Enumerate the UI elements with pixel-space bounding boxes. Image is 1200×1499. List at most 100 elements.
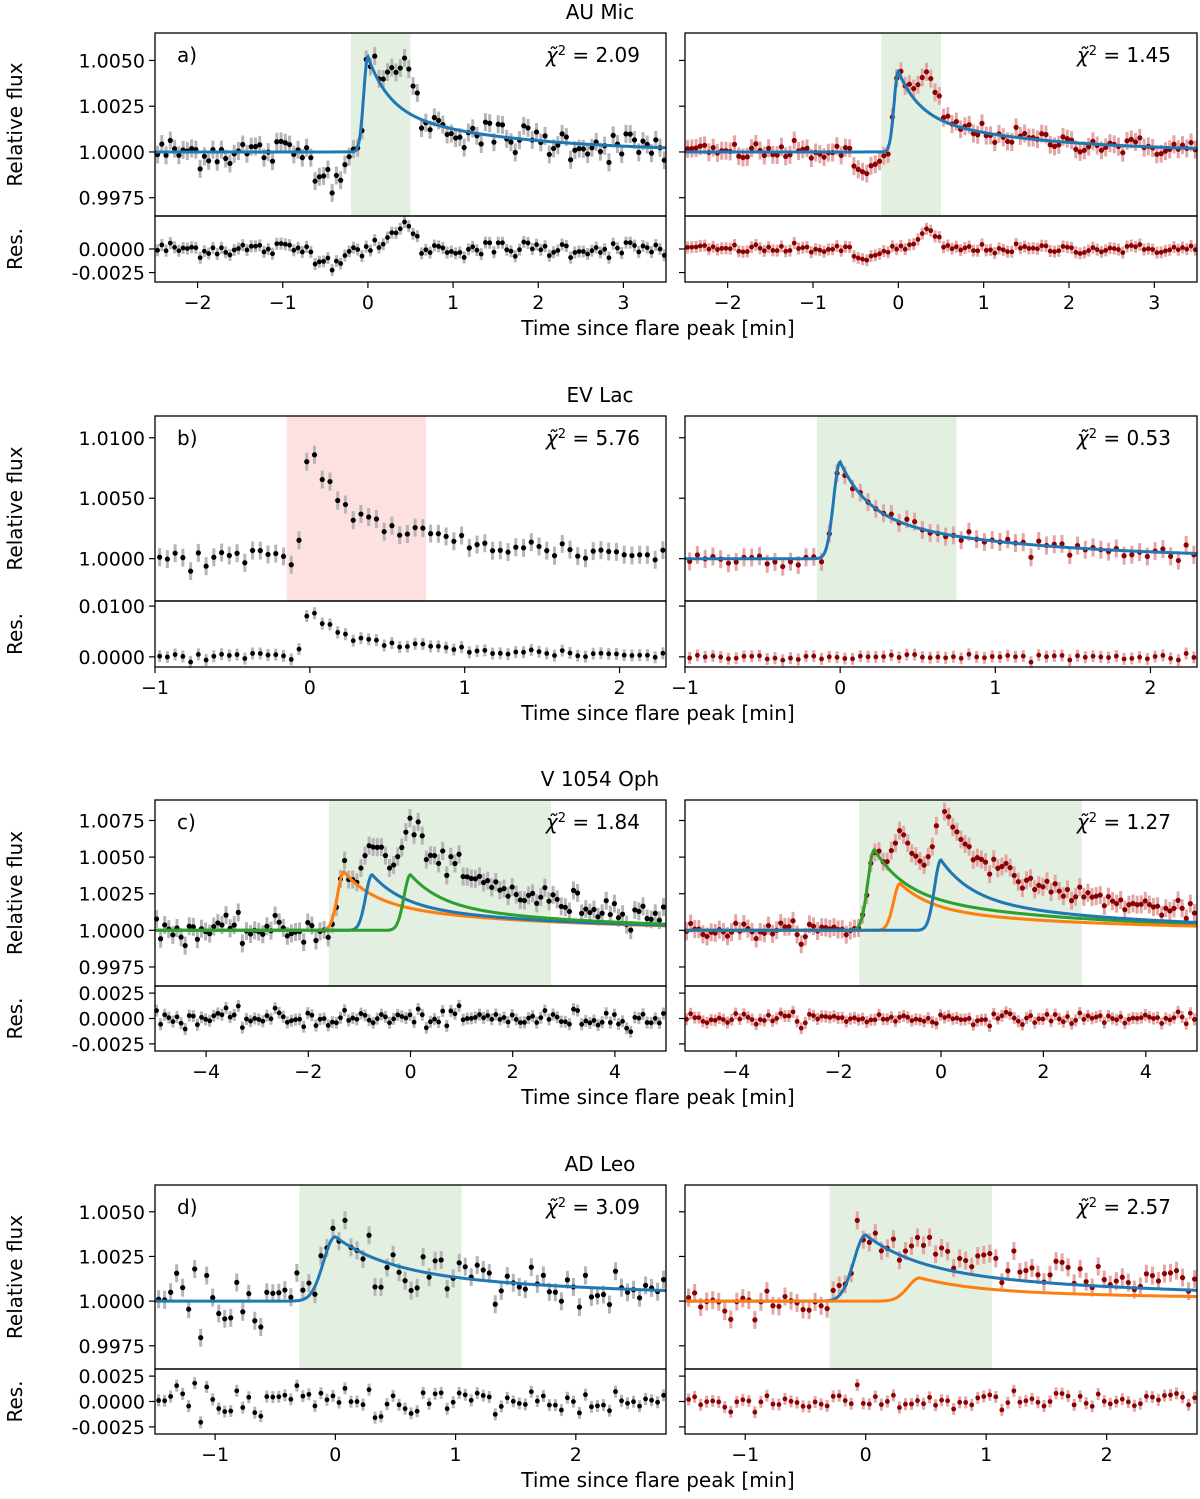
data-point [787,152,793,158]
residual-point [534,1020,540,1025]
data-point [583,906,589,912]
chi2-label: χ̃2 = 1.27 [1076,810,1171,834]
residual-point [764,656,770,662]
residual-point [300,1393,306,1399]
data-point [509,884,515,890]
residual-point [888,1014,894,1020]
residual-point [598,650,604,656]
x-tick-label: 3 [1148,292,1160,314]
residual-point [544,651,550,656]
data-point [538,894,544,900]
data-point [330,1225,336,1231]
data-point [498,1288,504,1294]
data-point [1183,915,1189,922]
residual-point [889,243,895,249]
residual-point [1047,248,1053,254]
data-point [186,1306,192,1312]
data-point [312,178,318,184]
data-point [896,1257,903,1263]
residual-point [945,1398,951,1404]
residual-point [542,243,548,249]
residual-point [741,1011,747,1017]
data-point [908,1243,915,1249]
residual-point [909,1018,915,1024]
residual-point [358,1011,364,1016]
x-tick-label: 0 [404,1061,416,1083]
data-point [386,865,393,871]
data-point [470,125,476,131]
residual-point [1150,1394,1155,1400]
data-point [783,153,789,160]
data-point [1114,901,1120,907]
residual-point [999,1013,1005,1019]
residual-point [825,247,831,252]
residual-point [536,649,542,655]
residual-point [589,248,595,254]
res-axis-label: Res. [3,1380,27,1422]
data-point [513,891,519,898]
data-point [380,76,386,82]
residual-point [1171,1015,1177,1021]
data-point [911,86,917,92]
residual-point [1073,1017,1079,1023]
residual-point [958,655,964,661]
residual-point [246,1394,252,1400]
residual-point [1133,244,1138,250]
data-point [159,141,165,147]
residual-point [749,1017,755,1023]
residual-point [329,1019,335,1025]
residual-point [795,657,801,662]
residual-point [637,652,643,658]
residual-point [428,643,434,649]
residual-point [297,1016,303,1022]
residual-point [568,255,574,260]
data-point [288,562,294,568]
data-point [301,939,307,945]
residual-point [958,247,964,253]
data-point [728,1316,734,1322]
residual-point [551,249,556,255]
residual-point [602,246,608,252]
data-point [240,1309,246,1315]
x-axis-label: Time since flare peak [min] [520,316,794,340]
residual-point [1131,1403,1137,1409]
data-point [431,114,437,121]
data-point [806,921,813,927]
residual-point [156,1398,162,1403]
residual-point [204,1384,210,1390]
data-point [896,828,903,834]
residual-point [203,1016,208,1022]
residual-point [722,1404,728,1410]
residual-point [167,240,173,246]
residual-point [405,644,410,649]
residual-point [193,245,199,251]
data-point [615,915,622,921]
data-point [1047,1272,1053,1278]
residual-point [780,657,786,663]
residual-point [444,250,450,255]
residual-point [378,1414,384,1419]
residual-point [721,1017,726,1023]
residual-point [757,245,763,251]
residual-point [227,252,233,258]
data-point [872,161,878,167]
data-point [521,123,527,129]
residual-point [327,622,333,627]
data-point [242,560,248,566]
data-point [624,1289,631,1295]
x-tick-label: −4 [722,1061,750,1083]
data-point [452,860,458,867]
data-point [957,1255,963,1262]
data-point [544,548,550,554]
residual-point [656,1020,662,1026]
residual-point [1044,654,1049,660]
residual-point [280,1014,286,1020]
residual-point [835,1015,841,1021]
residual-point [1011,1388,1017,1394]
data-point [508,139,514,145]
model-curve-blue [685,459,1197,561]
data-point [420,1254,426,1260]
data-point [486,1270,492,1276]
residual-point [615,245,620,251]
data-point [1191,910,1198,916]
